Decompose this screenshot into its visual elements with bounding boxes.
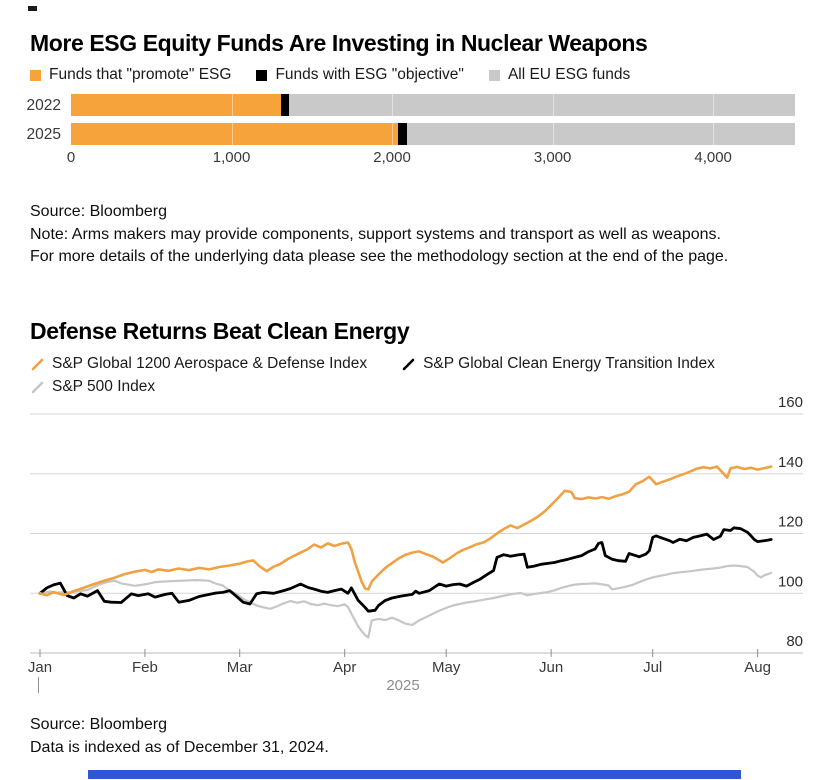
bar-x-tick-label: 3,000 — [533, 149, 572, 166]
x-tick-label: Jul — [643, 659, 662, 676]
y-tick-label: 160 — [778, 394, 803, 411]
bar-chart-plot: 2022 2025 — [27, 94, 795, 152]
line-chart-source-note: Source: Bloomberg Data is indexed as of … — [30, 714, 329, 759]
bar-gridline — [392, 123, 394, 145]
legend-label: All EU ESG funds — [507, 66, 631, 83]
sp500-line — [38, 564, 773, 639]
sp500-slash-icon — [31, 381, 44, 393]
promote-esg-bar-segment — [71, 123, 399, 145]
bar-gridline — [713, 94, 715, 116]
legend-label: S&P Global 1200 Aerospace & Defense Inde… — [52, 355, 368, 372]
promote-esg-swatch-icon — [30, 69, 41, 81]
x-tick-label: Jun — [539, 659, 563, 676]
esg-objective-bar-segment — [281, 94, 289, 116]
bar-gridline — [231, 123, 233, 145]
x-tick-label: May — [432, 659, 461, 676]
legend-item-aerospace-defense: S&P Global 1200 Aerospace & Defense Inde… — [30, 355, 367, 373]
aerospace-defense-line — [38, 465, 773, 597]
bar-x-tick-label: 1,000 — [212, 149, 251, 166]
legend-item-esg-objective: Funds with ESG "objective" — [256, 66, 464, 84]
legend-item-clean-energy: S&P Global Clean Energy Transition Index — [401, 355, 715, 373]
x-tick-label: Apr — [333, 659, 356, 676]
x-tick-label: Aug — [744, 659, 771, 676]
line-chart-title: Defense Returns Beat Clean Energy — [30, 318, 410, 344]
aerospace-defense-slash-icon — [31, 358, 44, 370]
bar-row-2025: 2025 — [27, 123, 795, 145]
legend-item-promote-esg: Funds that "promote" ESG — [30, 66, 231, 84]
line-chart-legend: S&P Global 1200 Aerospace & Defense Inde… — [30, 355, 816, 396]
promote-esg-bar-segment — [71, 94, 282, 116]
all-eu-esg-swatch-icon — [488, 69, 500, 81]
bar-gridline — [552, 94, 554, 116]
legend-label: S&P 500 Index — [52, 378, 156, 395]
source-line: Source: Bloomberg — [30, 716, 167, 733]
bar-gridline — [713, 123, 715, 145]
x-tick-label: Feb — [132, 659, 158, 676]
bar-row-2022: 2022 — [27, 94, 795, 116]
legend-label: Funds with ESG "objective" — [275, 66, 464, 83]
bar-x-tick-label: 4,000 — [694, 149, 732, 166]
bar-x-axis: 0 1,000 2,000 3,000 4,000 — [67, 149, 795, 167]
x-axis-year-label: 2025 — [386, 677, 419, 694]
bar-track-2022 — [71, 94, 795, 116]
source-line: Source: Bloomberg — [30, 203, 167, 220]
x-tick-label: Mar — [227, 659, 253, 676]
bar-x-tick-label: 0 — [66, 149, 76, 166]
clean-energy-slash-icon — [402, 358, 415, 370]
bar-track-2025 — [71, 123, 795, 145]
legend-item-all-eu-esg: All EU ESG funds — [488, 66, 631, 84]
bar-chart-title: More ESG Equity Funds Are Investing in N… — [30, 30, 648, 56]
bar-gridline — [392, 94, 394, 116]
bar-gridline — [552, 123, 554, 145]
y-tick-label: 120 — [778, 514, 803, 531]
esg-objective-swatch-icon — [256, 69, 268, 81]
note-line: Data is indexed as of December 31, 2024. — [30, 738, 329, 756]
x-tick-label: Jan — [28, 659, 52, 676]
y-tick-label: 140 — [778, 454, 803, 471]
y-tick-label: 100 — [778, 573, 803, 590]
cropped-artifact — [28, 6, 37, 11]
esg-objective-bar-segment — [398, 123, 407, 145]
bar-category-label: 2025 — [26, 126, 61, 143]
bar-category-label: 2022 — [26, 97, 61, 114]
clean-energy-line — [38, 526, 773, 613]
line-chart-plot: 160 140 120 100 80 Jan Feb Mar Apr May Jun Jul Aug 20… — [28, 394, 803, 694]
legend-label: S&P Global Clean Energy Transition Index — [423, 355, 715, 372]
bar-gridline — [231, 94, 233, 116]
footer-progress-bar — [88, 770, 741, 779]
note-line: For more details of the underlying data … — [30, 248, 729, 265]
legend-label: Funds that "promote" ESG — [49, 66, 232, 83]
bar-chart-source-note: Source: Bloomberg Note: Arms makers may … — [30, 201, 728, 269]
bar-chart-legend: Funds that "promote" ESG Funds with ESG … — [30, 66, 630, 84]
bar-x-tick-label: 2,000 — [373, 149, 411, 166]
legend-item-sp500: S&P 500 Index — [30, 378, 155, 396]
y-tick-label: 80 — [786, 633, 803, 650]
note-line: Note: Arms makers may provide components… — [30, 225, 721, 243]
